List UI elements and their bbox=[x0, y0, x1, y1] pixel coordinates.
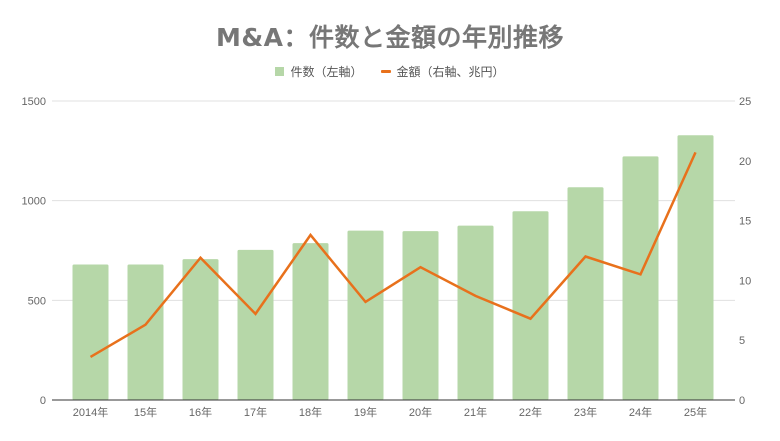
line-swatch-icon bbox=[380, 70, 391, 73]
legend-item-count[interactable]: 件数（左軸） bbox=[275, 63, 363, 80]
right-axis-tick-label: 20 bbox=[739, 156, 751, 168]
chart-legend: 件数（左軸） 金額（右軸、兆円） bbox=[0, 63, 780, 80]
bar[interactable] bbox=[72, 264, 109, 400]
x-axis-tick-label: 17年 bbox=[244, 405, 267, 419]
bar[interactable] bbox=[512, 211, 549, 400]
left-axis: 0 500 1000 1500 bbox=[22, 96, 46, 407]
right-axis-tick-label: 15 bbox=[739, 216, 751, 228]
x-axis-tick-label: 15年 bbox=[134, 405, 157, 419]
x-axis-tick-label: 18年 bbox=[299, 405, 322, 419]
x-axis-tick-label: 20年 bbox=[409, 405, 432, 419]
bar[interactable] bbox=[127, 264, 164, 400]
right-axis-tick-label: 0 bbox=[739, 395, 745, 407]
chart-title: M&A：件数と金額の年別推移 bbox=[215, 23, 565, 52]
x-axis-tick-label: 24年 bbox=[629, 405, 652, 419]
right-axis-tick-label: 5 bbox=[739, 335, 745, 347]
right-axis-tick-label: 25 bbox=[739, 96, 751, 108]
right-axis-tick-label: 10 bbox=[739, 275, 751, 287]
bar-series-count bbox=[72, 135, 714, 400]
bar[interactable] bbox=[292, 243, 329, 400]
bar[interactable] bbox=[347, 230, 384, 400]
legend-label-amount: 金額（右軸、兆円） bbox=[396, 65, 505, 79]
bar[interactable] bbox=[622, 156, 659, 400]
x-axis-tick-label: 21年 bbox=[464, 405, 487, 419]
x-axis-tick-label: 19年 bbox=[354, 405, 377, 419]
x-axis-tick-label: 22年 bbox=[519, 405, 542, 419]
bar[interactable] bbox=[182, 259, 219, 400]
legend-item-amount[interactable]: 金額（右軸、兆円） bbox=[380, 63, 505, 80]
right-axis: 0 5 10 15 20 25 bbox=[739, 96, 751, 407]
bar-swatch-icon bbox=[275, 67, 285, 76]
bar[interactable] bbox=[457, 225, 494, 400]
bar[interactable] bbox=[237, 249, 274, 400]
left-axis-tick-label: 0 bbox=[40, 395, 46, 407]
line-series-amount bbox=[89, 151, 697, 358]
legend-label-count: 件数（左軸） bbox=[290, 65, 363, 79]
left-axis-tick-label: 1500 bbox=[22, 96, 46, 108]
left-axis-tick-label: 500 bbox=[28, 295, 46, 307]
x-axis-tick-label: 16年 bbox=[189, 405, 212, 419]
bar[interactable] bbox=[677, 135, 714, 400]
x-axis-tick-label: 25年 bbox=[684, 405, 707, 419]
x-axis: 2014年 15年 16年 17年 18年 19年 20年 21年 22年 23年 24年 25年 bbox=[73, 405, 707, 419]
x-axis-tick-label: 2014年 bbox=[73, 405, 108, 419]
amount-line[interactable] bbox=[89, 151, 697, 358]
x-axis-tick-label: 23年 bbox=[574, 405, 597, 419]
bar[interactable] bbox=[567, 187, 604, 400]
left-axis-tick-label: 1000 bbox=[22, 196, 46, 208]
bar[interactable] bbox=[402, 231, 439, 400]
